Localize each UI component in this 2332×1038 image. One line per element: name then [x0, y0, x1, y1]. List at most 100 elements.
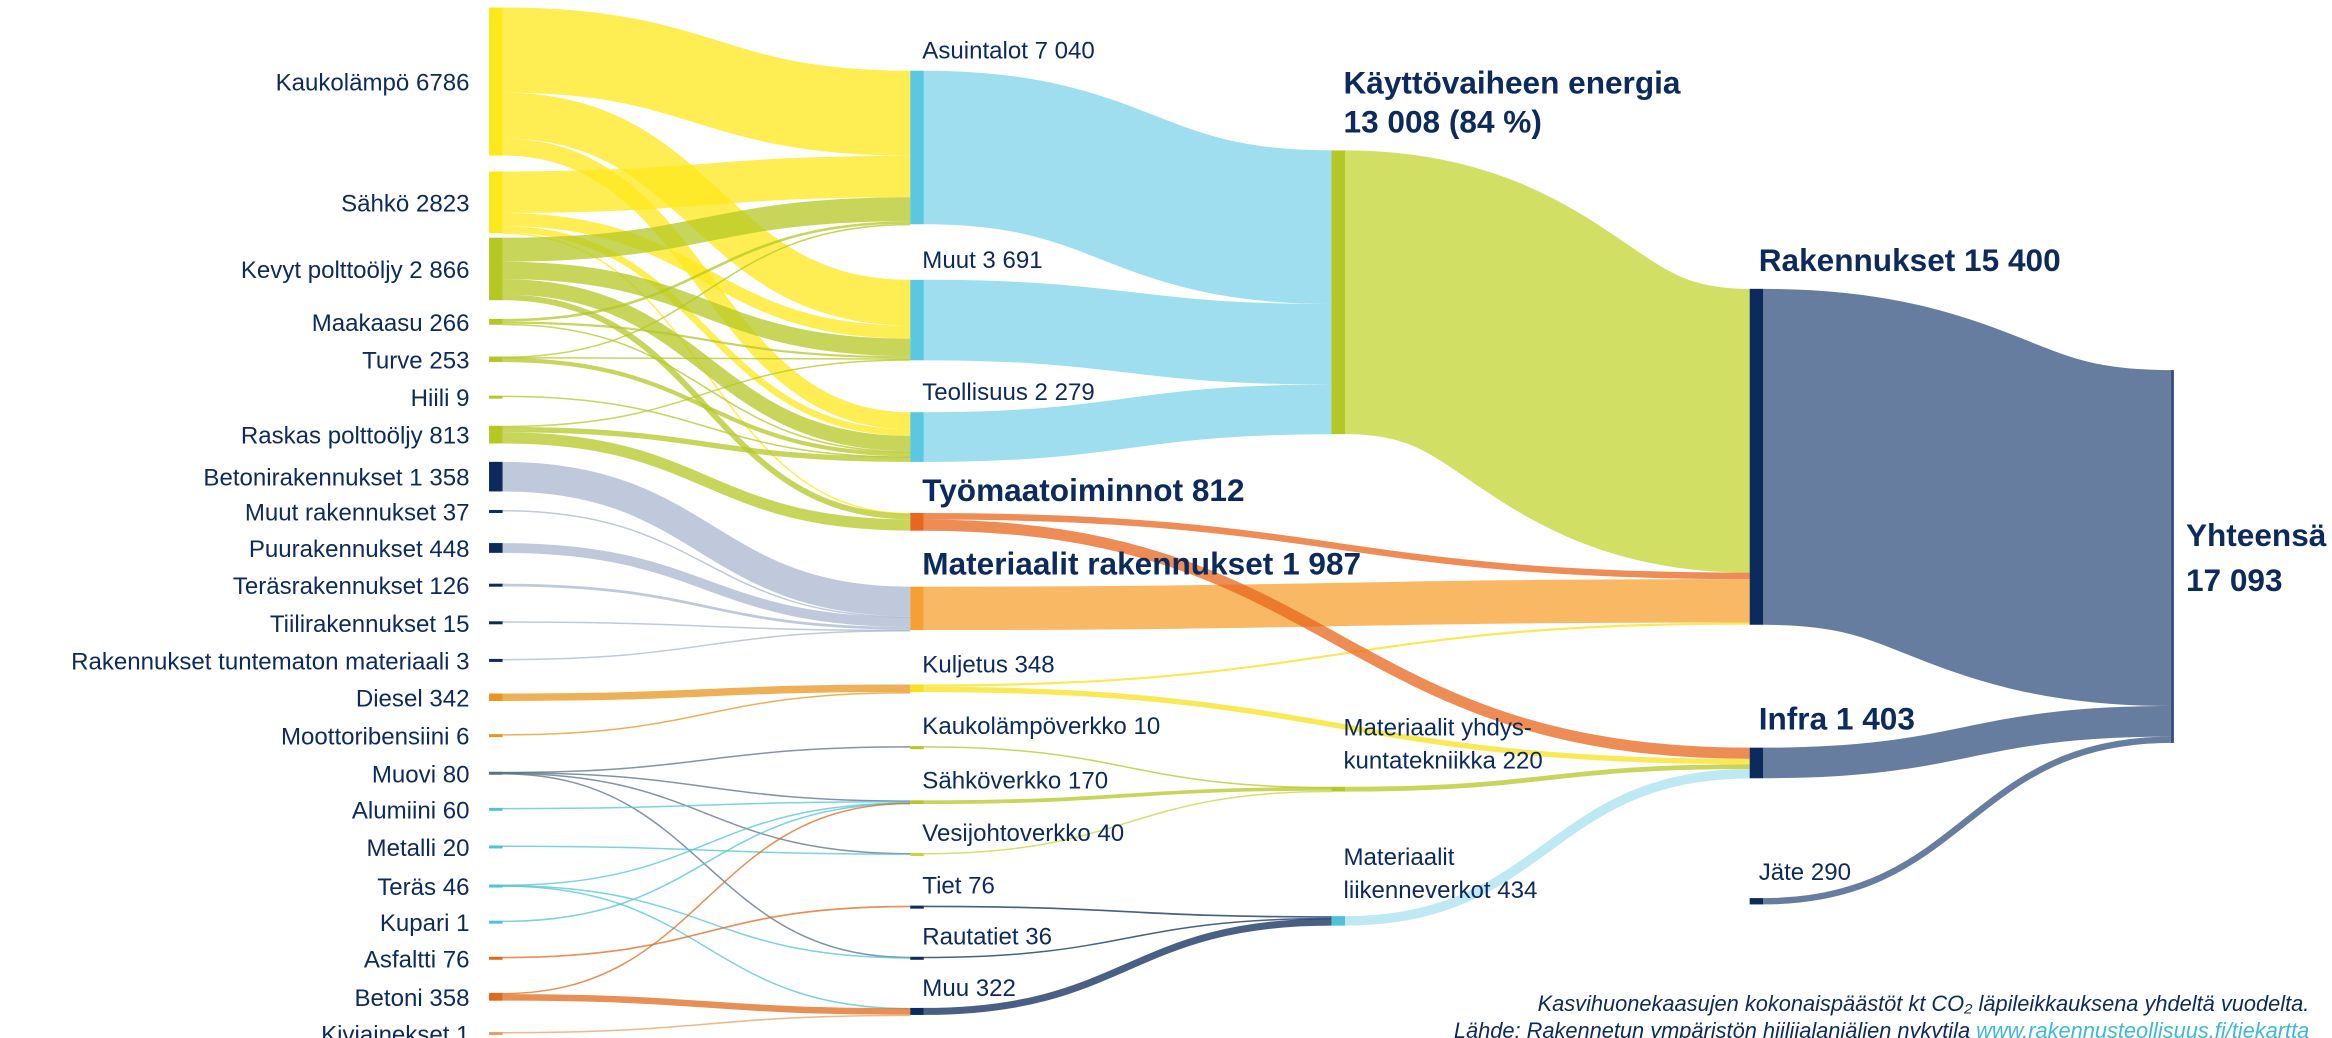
source-text: Lähde: Rakennetun ympäristön hiilijalanj… [1454, 1018, 1970, 1038]
node-label: Kiviainekset 1 [321, 1022, 469, 1038]
node-label: Raskas polttoöljy 813 [241, 423, 470, 450]
node [910, 512, 924, 531]
node [1749, 898, 1764, 905]
link [502, 994, 911, 1015]
node [489, 237, 503, 301]
node-label: Asfaltti 76 [364, 946, 470, 973]
node [910, 412, 924, 462]
link [502, 92, 911, 326]
node [2170, 370, 2174, 743]
node [1749, 288, 1764, 625]
node [489, 509, 503, 513]
link [502, 461, 911, 617]
node [910, 279, 924, 361]
link [1345, 769, 1750, 926]
link [923, 279, 1332, 385]
link [923, 512, 1750, 580]
node [489, 583, 503, 587]
link [923, 917, 1332, 959]
node [489, 1031, 503, 1035]
link [502, 138, 911, 430]
node-label: Tiet 76 [922, 873, 995, 900]
node [489, 461, 503, 492]
node-label: Materiaalit [1344, 844, 1455, 871]
node-label: Teräsrakennukset 126 [233, 573, 470, 600]
link [502, 432, 911, 531]
source-link: www.rakennusteollisuus.fi/tiekartta [1976, 1018, 2309, 1038]
link [502, 772, 911, 855]
node [910, 905, 924, 909]
node [489, 425, 503, 444]
link [923, 905, 1332, 918]
node-label: Infra 1 403 [1759, 701, 1915, 737]
link [923, 70, 1333, 304]
node [489, 920, 503, 924]
node-label: Työmaatoiminnot 812 [922, 472, 1244, 508]
node-label: Jäte 290 [1759, 859, 1851, 886]
node [489, 734, 503, 738]
node-label: Muut 3 691 [922, 247, 1042, 274]
node-label: Teollisuus 2 279 [922, 379, 1094, 406]
link [502, 621, 911, 632]
node-label: Kupari 1 [380, 910, 470, 937]
link [923, 786, 1332, 805]
node-label: Materiaalit yhdys- [1344, 715, 1532, 742]
link [502, 629, 911, 661]
node-label: liikenneverkot 434 [1344, 877, 1538, 904]
link [502, 905, 911, 959]
node [1331, 150, 1346, 435]
node-label: Maakaasu 266 [312, 310, 470, 337]
link [1341, 150, 1754, 573]
node [1331, 916, 1346, 926]
node-label: Turve 253 [362, 347, 469, 374]
link [502, 845, 911, 855]
node-label: 17 093 [2186, 562, 2283, 598]
node-label: Betonirakennukset 1 358 [203, 465, 469, 492]
link [502, 7, 911, 156]
node-label: Materiaalit rakennukset 1 987 [922, 546, 1361, 582]
node-label: Rakennukset 15 400 [1759, 242, 2061, 278]
link [502, 771, 911, 802]
node-label: Betoni 358 [354, 985, 469, 1012]
node-label: Asuintalot 7 040 [922, 38, 1094, 65]
link [1763, 705, 2171, 779]
link [502, 543, 911, 627]
node-label: Sähkö 2823 [341, 190, 469, 217]
node-label: Muu 322 [922, 975, 1016, 1002]
link [502, 684, 911, 701]
link [502, 746, 911, 774]
link [502, 223, 911, 359]
link [502, 359, 911, 428]
link [1760, 288, 2174, 706]
node [489, 356, 503, 363]
link [502, 802, 911, 887]
node-label: Kevyt polttoöljy 2 866 [241, 257, 470, 284]
link [923, 790, 1332, 855]
link [502, 691, 911, 736]
link [502, 395, 911, 458]
link [1345, 764, 1750, 792]
node-label: Rautatiet 36 [922, 924, 1052, 951]
link [502, 279, 911, 452]
link [502, 773, 911, 959]
node [910, 852, 924, 856]
node-label: Tiilirakennukset 15 [270, 611, 470, 638]
node-label: kuntatekniikka 220 [1344, 748, 1543, 775]
link [502, 197, 911, 262]
link [502, 1014, 911, 1034]
note: Kasvihuonekaasujen kokonaispäästöt kt CO… [1538, 991, 2310, 1016]
link [502, 426, 911, 462]
node-label: Teräs 46 [377, 874, 469, 901]
link [923, 918, 1332, 1015]
node [489, 543, 503, 553]
node [489, 992, 503, 1001]
node [489, 658, 503, 662]
link [502, 509, 911, 618]
link [502, 155, 911, 213]
node-label: Kaukolämpöverkko 10 [922, 713, 1160, 740]
link [1763, 736, 2171, 905]
node [1331, 786, 1346, 792]
node-label: Yhteensä [2186, 517, 2327, 553]
link [923, 579, 1750, 631]
